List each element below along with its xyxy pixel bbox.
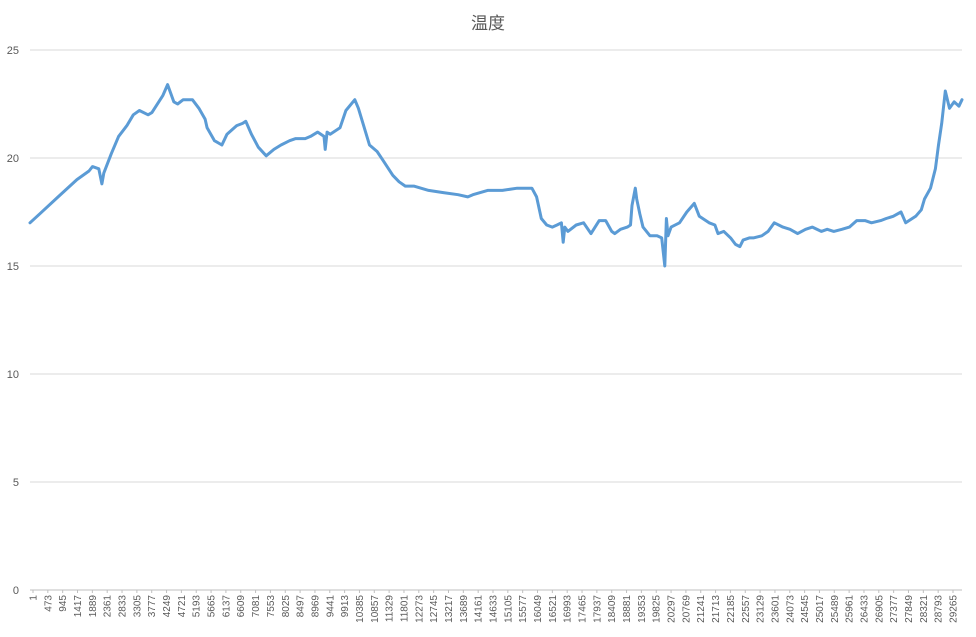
x-tick-label: 5193 — [192, 595, 203, 618]
x-tick-label: 26905 — [874, 595, 885, 623]
x-tick-label: 18409 — [607, 595, 618, 623]
series-group — [28, 83, 964, 268]
x-tick-label: 9441 — [325, 595, 336, 618]
x-tick-label: 12745 — [429, 595, 440, 623]
x-tick-label: 28793 — [934, 595, 945, 623]
y-axis-ticks: 0 5 10 15 20 25 — [7, 45, 19, 597]
x-tick-label: 473 — [43, 595, 54, 612]
x-tick-label: 17465 — [578, 595, 589, 623]
x-axis-ticks: 1 473 945 1417 1889 2361 2833 3305 3777 4249 4721 5… — [29, 590, 960, 623]
x-tick-label: 945 — [58, 595, 69, 612]
x-tick-label: 27849 — [904, 595, 915, 623]
x-tick-label: 16993 — [563, 595, 574, 623]
x-tick-label: 6609 — [236, 595, 247, 618]
x-tick-label: 22185 — [726, 595, 737, 623]
x-tick-label: 16521 — [548, 595, 559, 623]
x-tick-label: 14161 — [474, 595, 485, 623]
x-tick-label: 23601 — [770, 595, 781, 623]
x-tick-label: 25489 — [830, 595, 841, 623]
x-tick-label: 24545 — [800, 595, 811, 623]
x-tick-label: 11801 — [399, 595, 410, 623]
x-tick-label: 10385 — [355, 595, 366, 623]
x-tick-label: 1 — [29, 595, 40, 601]
x-tick-label: 15105 — [503, 595, 514, 623]
x-tick-label: 7553 — [266, 595, 277, 618]
x-tick-label: 25961 — [845, 595, 856, 623]
x-tick-label: 8969 — [310, 595, 321, 618]
x-tick-label: 25017 — [815, 595, 826, 623]
x-tick-label: 2833 — [118, 595, 129, 618]
x-tick-label: 16049 — [533, 595, 544, 623]
chart-title: 温度 — [471, 14, 505, 34]
series-line-1 — [28, 83, 964, 268]
x-tick-label: 15577 — [518, 595, 529, 623]
x-tick-label: 21713 — [711, 595, 722, 623]
x-tick-label: 7081 — [251, 595, 262, 618]
y-tick-label: 5 — [13, 477, 19, 489]
x-tick-label: 23129 — [756, 595, 767, 623]
x-tick-label: 19825 — [652, 595, 663, 623]
x-tick-label: 24073 — [785, 595, 796, 623]
x-tick-label: 4249 — [162, 595, 173, 618]
gridlines — [30, 49, 962, 591]
y-tick-label: 20 — [7, 153, 19, 165]
x-tick-label: 20769 — [681, 595, 692, 623]
x-tick-label: 20297 — [667, 595, 678, 623]
x-tick-label: 4721 — [177, 595, 188, 618]
x-tick-label: 17937 — [592, 595, 603, 623]
x-tick-label: 14633 — [489, 595, 500, 623]
y-tick-label: 0 — [13, 585, 19, 597]
x-tick-label: 2361 — [103, 595, 114, 618]
x-tick-label: 1417 — [73, 595, 84, 618]
y-tick-label: 10 — [7, 369, 19, 381]
x-tick-label: 28321 — [919, 595, 930, 623]
x-tick-label: 3305 — [132, 595, 143, 618]
x-tick-label: 8497 — [296, 595, 307, 618]
x-tick-label: 12273 — [414, 595, 425, 623]
x-tick-label: 3777 — [147, 595, 158, 618]
x-tick-label: 22557 — [741, 595, 752, 623]
x-tick-label: 10857 — [370, 595, 381, 623]
x-tick-label: 18881 — [622, 595, 633, 623]
x-tick-label: 1889 — [88, 595, 99, 618]
y-tick-label: 25 — [7, 45, 19, 57]
x-tick-label: 21241 — [696, 595, 707, 623]
y-tick-label: 15 — [7, 261, 19, 273]
x-tick-label: 26433 — [859, 595, 870, 623]
x-tick-label: 27377 — [889, 595, 900, 623]
x-tick-label: 13217 — [444, 595, 455, 623]
x-tick-label: 6137 — [221, 595, 232, 618]
x-tick-label: 11329 — [385, 595, 396, 623]
x-tick-label: 9913 — [340, 595, 351, 618]
x-tick-label: 5665 — [207, 595, 218, 618]
x-tick-label: 13689 — [459, 595, 470, 623]
x-tick-label: 29265 — [949, 595, 960, 623]
x-tick-label: 19353 — [637, 595, 648, 623]
x-tick-label: 8025 — [281, 595, 292, 618]
